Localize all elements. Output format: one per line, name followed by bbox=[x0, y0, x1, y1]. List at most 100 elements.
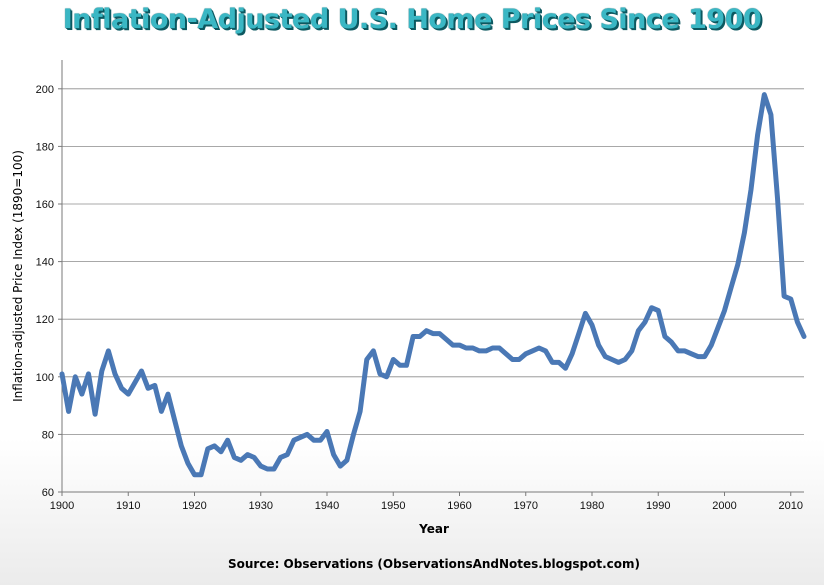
data-point bbox=[152, 383, 157, 388]
data-point bbox=[252, 455, 257, 460]
x-tick-label: 1990 bbox=[646, 500, 670, 512]
x-tick-label: 2000 bbox=[712, 500, 736, 512]
data-point bbox=[113, 371, 118, 376]
data-point bbox=[570, 351, 575, 356]
data-point bbox=[318, 438, 323, 443]
data-point bbox=[417, 334, 422, 339]
data-point bbox=[537, 346, 542, 351]
data-point bbox=[629, 348, 634, 353]
data-point bbox=[603, 354, 608, 359]
data-point bbox=[656, 308, 661, 313]
y-axis-label: Inflation-adjusted Price Index (1890=100… bbox=[11, 150, 25, 402]
data-point bbox=[278, 455, 283, 460]
data-point bbox=[749, 187, 754, 192]
data-point bbox=[132, 380, 137, 385]
data-point bbox=[464, 346, 469, 351]
x-tick-label: 1980 bbox=[580, 500, 604, 512]
y-axis-ticks: 60 80 100 120 140 160 180 200 bbox=[36, 84, 62, 499]
data-point bbox=[788, 297, 793, 302]
data-point bbox=[384, 374, 389, 379]
data-point bbox=[126, 392, 131, 397]
y-tick-label: 60 bbox=[42, 487, 54, 499]
data-point bbox=[497, 346, 502, 351]
y-tick-label: 160 bbox=[36, 199, 54, 211]
data-point bbox=[291, 438, 296, 443]
data-point bbox=[470, 346, 475, 351]
data-point bbox=[93, 412, 98, 417]
data-point bbox=[60, 371, 65, 376]
data-point bbox=[325, 429, 330, 434]
data-point bbox=[729, 285, 734, 290]
data-point bbox=[755, 132, 760, 137]
data-point bbox=[623, 357, 628, 362]
data-point bbox=[490, 346, 495, 351]
data-point bbox=[238, 458, 243, 463]
x-tick-label: 1900 bbox=[50, 500, 74, 512]
data-point bbox=[185, 461, 190, 466]
x-tick-label: 1960 bbox=[447, 500, 471, 512]
data-point bbox=[99, 369, 104, 374]
data-point bbox=[66, 409, 71, 414]
data-point bbox=[762, 92, 767, 97]
data-point bbox=[305, 432, 310, 437]
data-point bbox=[735, 262, 740, 267]
data-point bbox=[285, 452, 290, 457]
data-point bbox=[265, 466, 270, 471]
y-tick-label: 80 bbox=[42, 429, 54, 441]
data-point bbox=[510, 357, 515, 362]
data-point bbox=[609, 357, 614, 362]
data-point bbox=[146, 386, 151, 391]
data-point bbox=[272, 466, 277, 471]
data-point bbox=[768, 112, 773, 117]
data-point bbox=[802, 334, 807, 339]
data-point bbox=[702, 354, 707, 359]
data-point bbox=[331, 452, 336, 457]
data-point bbox=[311, 438, 316, 443]
data-point bbox=[616, 360, 621, 365]
data-point bbox=[344, 458, 349, 463]
data-point bbox=[550, 360, 555, 365]
y-tick-label: 120 bbox=[36, 314, 54, 326]
data-point bbox=[166, 392, 171, 397]
data-point bbox=[583, 311, 588, 316]
data-point bbox=[676, 348, 681, 353]
data-point bbox=[179, 443, 184, 448]
data-point bbox=[86, 371, 91, 376]
series-line bbox=[59, 92, 807, 478]
data-point bbox=[172, 418, 177, 423]
data-point bbox=[258, 464, 263, 469]
y-tick-label: 200 bbox=[36, 84, 54, 96]
data-point bbox=[232, 455, 237, 460]
data-point bbox=[450, 343, 455, 348]
x-tick-label: 1930 bbox=[249, 500, 273, 512]
data-point bbox=[662, 334, 667, 339]
data-point bbox=[782, 294, 787, 299]
chart-title: Inflation-Adjusted U.S. Home Prices Sinc… bbox=[62, 4, 762, 35]
data-point bbox=[523, 351, 528, 356]
data-point bbox=[106, 348, 111, 353]
data-point bbox=[79, 392, 84, 397]
data-point bbox=[795, 320, 800, 325]
data-point bbox=[358, 409, 363, 414]
y-tick-label: 140 bbox=[36, 257, 54, 269]
data-point bbox=[119, 386, 124, 391]
data-point bbox=[205, 446, 210, 451]
data-point bbox=[73, 374, 78, 379]
y-tick-label: 180 bbox=[36, 141, 54, 153]
data-point bbox=[437, 331, 442, 336]
data-point bbox=[696, 354, 701, 359]
data-point bbox=[245, 452, 250, 457]
data-point bbox=[391, 357, 396, 362]
data-point bbox=[192, 472, 197, 477]
x-tick-label: 1940 bbox=[315, 500, 339, 512]
data-point bbox=[517, 357, 522, 362]
data-point bbox=[364, 357, 369, 362]
data-point bbox=[212, 443, 217, 448]
data-point bbox=[530, 348, 535, 353]
x-tick-label: 1950 bbox=[381, 500, 405, 512]
data-point bbox=[709, 343, 714, 348]
data-point bbox=[411, 334, 416, 339]
data-point bbox=[689, 351, 694, 356]
data-points bbox=[60, 92, 807, 477]
